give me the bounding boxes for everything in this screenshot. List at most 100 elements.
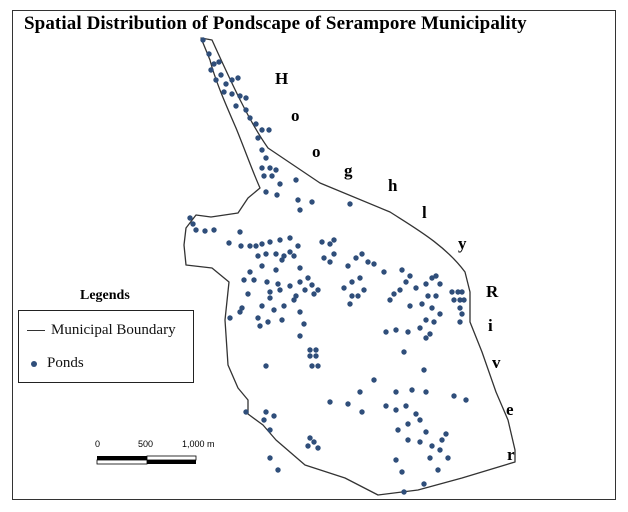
river-letter: e (506, 400, 514, 419)
pond-marker (247, 115, 253, 121)
pond-marker (305, 443, 311, 449)
river-letter: R (486, 282, 499, 301)
pond-marker (461, 297, 467, 303)
pond-marker (259, 303, 265, 309)
pond-marker (227, 315, 233, 321)
pond-marker (277, 287, 283, 293)
pond-marker (202, 228, 208, 234)
legend-box: Municipal Boundary Ponds (18, 310, 194, 383)
legend-item-boundary: Municipal Boundary (27, 322, 176, 339)
river-letter: g (344, 161, 353, 180)
pond-marker (273, 167, 279, 173)
pond-marker (387, 297, 393, 303)
pond-marker (229, 91, 235, 97)
municipal-boundary (183, 37, 516, 496)
pond-marker (437, 281, 443, 287)
pond-marker (216, 59, 222, 65)
pond-marker (302, 287, 308, 293)
pond-marker (327, 259, 333, 265)
pond-marker (253, 121, 259, 127)
river-letter: l (422, 203, 427, 222)
pond-marker (433, 293, 439, 299)
pond-marker (439, 437, 445, 443)
pond-marker (287, 235, 293, 241)
pond-marker (269, 173, 275, 179)
pond-marker (307, 353, 313, 359)
pond-marker (297, 279, 303, 285)
pond-marker (241, 277, 247, 283)
pond-marker (423, 317, 429, 323)
pond-marker (423, 281, 429, 287)
pond-marker (421, 481, 427, 487)
pond-marker (361, 287, 367, 293)
pond-marker (417, 439, 423, 445)
pond-marker (401, 489, 407, 495)
pond-marker (277, 237, 283, 243)
pond-marker (311, 439, 317, 445)
scale-segment-black-2 (147, 460, 196, 464)
pond-marker (281, 253, 287, 259)
pond-marker (267, 239, 273, 245)
pond-marker (437, 447, 443, 453)
pond-marker (263, 409, 269, 415)
pond-marker (357, 389, 363, 395)
pond-marker (405, 421, 411, 427)
scale-label-1000m: 1,000 m (182, 439, 215, 449)
pond-marker (301, 321, 307, 327)
pond-marker (213, 77, 219, 83)
pond-marker (457, 319, 463, 325)
pond-marker (266, 127, 272, 133)
pond-marker (263, 363, 269, 369)
legend-label: Ponds (47, 355, 84, 371)
pond-marker (265, 319, 271, 325)
pond-marker (291, 253, 297, 259)
pond-marker (427, 331, 433, 337)
pond-marker (407, 303, 413, 309)
pond-marker (397, 287, 403, 293)
map-frame (12, 10, 616, 500)
scale-bar: 0 500 1,000 m (95, 439, 215, 465)
pond-marker (281, 303, 287, 309)
pond-marker (287, 249, 293, 255)
pond-marker (435, 467, 441, 473)
pond-marker (206, 51, 212, 57)
pond-marker (371, 377, 377, 383)
pond-marker (463, 397, 469, 403)
pond-marker (313, 353, 319, 359)
pond-marker (295, 197, 301, 203)
pond-marker (331, 237, 337, 243)
river-letter: r (507, 445, 515, 464)
pond-marker (307, 347, 313, 353)
pond-marker (345, 401, 351, 407)
pond-marker (313, 347, 319, 353)
legend-label: Municipal Boundary (51, 322, 176, 338)
pond-marker (259, 147, 265, 153)
pond-marker (319, 239, 325, 245)
pond-marker (251, 277, 257, 283)
pond-marker (297, 207, 303, 213)
pond-marker (255, 315, 261, 321)
pond-marker (445, 455, 451, 461)
ponds-layer (187, 37, 469, 495)
pond-marker (297, 333, 303, 339)
pond-marker (267, 165, 273, 171)
pond-marker (341, 285, 347, 291)
pond-marker (381, 269, 387, 275)
pond-marker (311, 291, 317, 297)
legend-item-ponds: Ponds (27, 355, 84, 372)
pond-marker (429, 305, 435, 311)
pond-marker (267, 455, 273, 461)
pond-marker (259, 127, 265, 133)
pond-marker (261, 173, 267, 179)
pond-marker (457, 297, 463, 303)
pond-marker (399, 267, 405, 273)
pond-marker (187, 215, 193, 221)
pond-marker (347, 201, 353, 207)
pond-marker (229, 77, 235, 83)
pond-marker (403, 279, 409, 285)
pond-marker (309, 282, 315, 288)
pond-marker (261, 417, 267, 423)
pond-marker (263, 155, 269, 161)
pond-dot-symbol (31, 360, 37, 367)
